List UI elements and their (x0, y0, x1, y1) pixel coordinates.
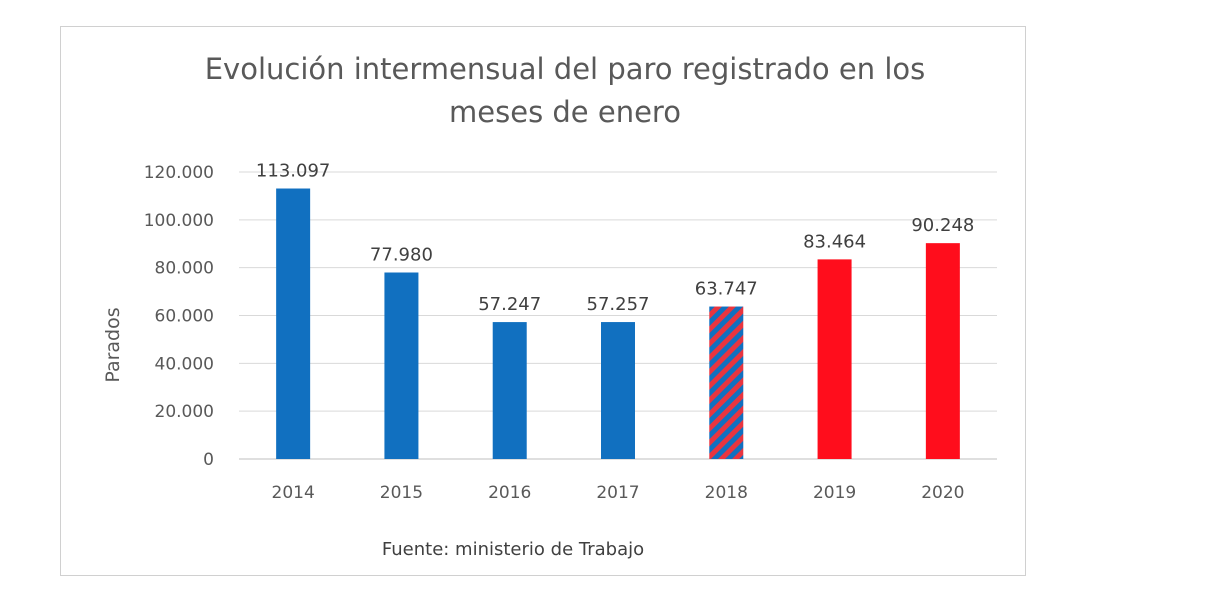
chart-frame: Evolución intermensual del paro registra… (60, 26, 1026, 576)
bar-2016 (492, 322, 527, 459)
y-tick-label: 60.000 (155, 307, 214, 327)
x-tick-label-2016: 2016 (488, 483, 531, 503)
x-tick-label-2018: 2018 (705, 483, 748, 503)
x-tick-label-2017: 2017 (596, 483, 639, 503)
bar-2017 (601, 322, 635, 459)
data-labels: 113.097 77.980 57.247 57.257 63.747 83.464 90.… (256, 161, 974, 316)
y-tick-label: 20.000 (155, 402, 214, 422)
data-label-2019: 83.464 (803, 231, 866, 252)
data-label-2014: 113.097 (256, 161, 330, 182)
x-axis-ticks: 2014 2015 2016 2017 2018 2019 2020 (272, 483, 965, 503)
y-tick-label: 100.000 (144, 211, 214, 231)
bar-2018 (709, 306, 744, 459)
y-axis-ticks: 0 20.000 40.000 60.000 80.000 100.000 120.000 (144, 163, 214, 470)
data-label-2016: 57.247 (478, 294, 541, 315)
bars (276, 188, 960, 459)
x-tick-label-2015: 2015 (380, 483, 423, 503)
data-label-2017: 57.257 (587, 294, 650, 315)
x-tick-label-2020: 2020 (921, 483, 964, 503)
y-tick-label: 0 (203, 450, 214, 470)
x-tick-label-2019: 2019 (813, 483, 856, 503)
data-label-2020: 90.248 (911, 215, 974, 236)
chart-source: Fuente: ministerio de Trabajo (382, 539, 644, 560)
data-label-2015: 77.980 (370, 244, 433, 265)
bar-2019 (817, 259, 852, 459)
bar-2015 (384, 272, 419, 459)
bar-chart: Evolución intermensual del paro registra… (102, 52, 997, 560)
y-axis-title: Parados (102, 307, 124, 382)
y-tick-label: 120.000 (144, 163, 214, 183)
bar-2014 (276, 188, 311, 459)
chart-title-line-1: Evolución intermensual del paro registra… (205, 52, 926, 86)
data-label-2018: 63.747 (695, 279, 758, 300)
y-tick-label: 40.000 (155, 354, 214, 374)
y-tick-label: 80.000 (155, 259, 214, 279)
chart-title-line-2: meses de enero (449, 95, 681, 129)
bar-2020 (925, 243, 960, 459)
x-tick-label-2014: 2014 (272, 483, 315, 503)
